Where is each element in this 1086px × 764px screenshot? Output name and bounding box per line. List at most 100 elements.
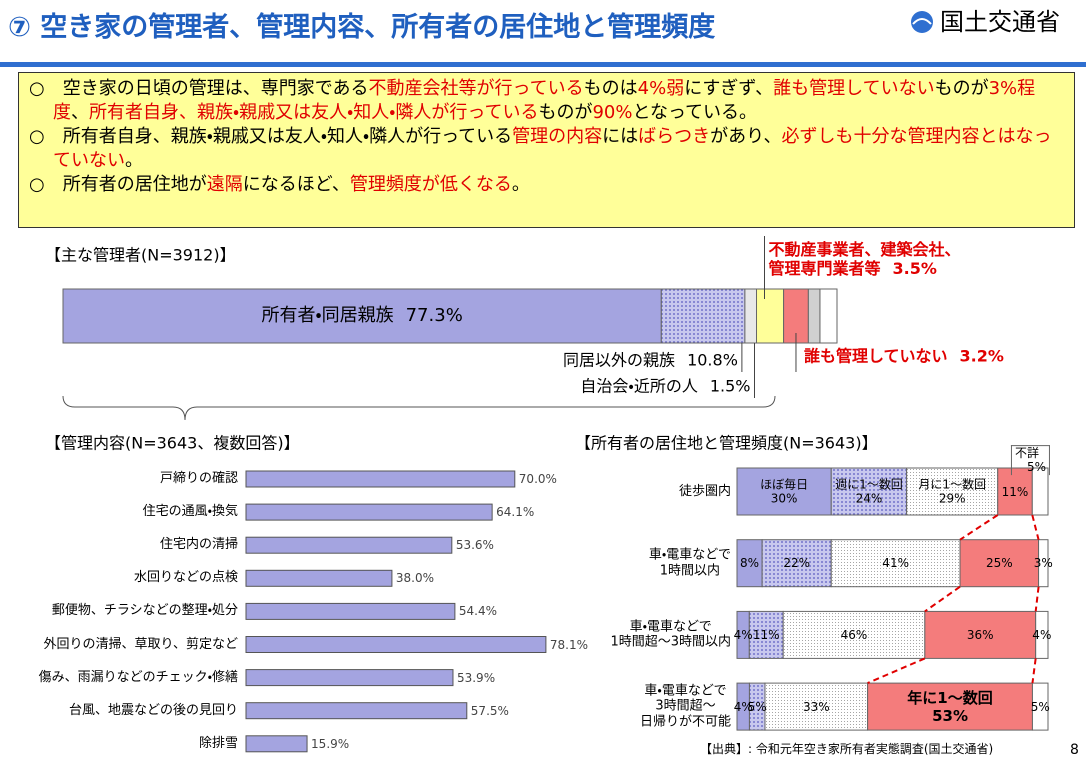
category-label: 誰も管理していない	[803, 346, 948, 366]
connector	[1034, 586, 1040, 612]
category-label: 傷み、雨漏りなどのチェック・修繕	[38, 669, 238, 685]
legend-label: ほぼ毎日	[760, 477, 809, 492]
value-label: 10.8%	[687, 350, 738, 370]
legend-label: 月に1～数回	[918, 477, 986, 492]
bar-label: 同居以外の親族 10.8%	[563, 350, 742, 369]
summary-text: があり、	[710, 126, 782, 147]
value-label: 11%	[1001, 484, 1029, 499]
bar-segment	[736, 539, 763, 588]
category-label: 自治会・近所の人	[580, 376, 698, 396]
summary-text: 管理の内容	[512, 126, 603, 147]
value-label: 57.5%	[470, 703, 509, 718]
bar-segment	[819, 288, 838, 344]
bar-segment	[761, 539, 832, 588]
connector	[959, 514, 999, 541]
category-label: 外回りの清掃、草取り、剪定など	[43, 636, 238, 652]
summary-text: 所有者自身、親族・親戚又は友人・知人・隣人が行っている	[89, 102, 539, 123]
summary-text: 。	[125, 150, 143, 171]
connector	[867, 657, 926, 685]
category-label: 車・電車などで 1時間以内	[648, 547, 731, 579]
legend-label: 不詳	[1014, 446, 1039, 461]
value-label: 5%	[747, 699, 767, 714]
category-label: 車・電車などで 3時間超～ 日帰りが不可能	[639, 683, 731, 730]
value-label: 5%	[1030, 699, 1050, 714]
summary-text: となっている。	[632, 102, 758, 123]
brace	[62, 395, 776, 421]
category-label: 同居以外の親族	[563, 350, 676, 370]
value-label: 46%	[840, 627, 868, 642]
summary-text: 管理頻度が低くなる	[349, 174, 512, 195]
value-label: 33%	[802, 699, 830, 714]
value-label: 3%	[1033, 555, 1053, 570]
segment-label: 年に1～数回 53%	[907, 689, 992, 725]
value-label: 8%	[740, 555, 760, 570]
category-label: 所有者・同居親族	[261, 305, 394, 327]
connector	[1031, 514, 1040, 540]
value-label: 24%	[855, 491, 883, 506]
bar-segment	[830, 539, 961, 588]
bar-segment	[830, 467, 908, 516]
bar-segment	[660, 288, 746, 344]
summary-text: 3%程度	[53, 78, 1036, 123]
value-label: 30%	[770, 491, 798, 506]
value-label: 1.5%	[709, 376, 751, 396]
bar-segment	[62, 288, 662, 344]
page-title: ⑦ 空き家の管理者、管理内容、所有者の居住地と管理頻度	[8, 12, 716, 43]
summary-text: ○ 空き家の日頃の管理は、専門家である	[29, 78, 369, 99]
value-label: 64.1%	[496, 504, 535, 519]
bar-segment	[1038, 539, 1049, 588]
summary-text: 90%	[592, 102, 633, 123]
summary-text: 不動産会社等が行っている	[368, 78, 584, 99]
header-rule	[0, 62, 1086, 67]
category-label: 台風、地震などの後の見回り	[68, 702, 238, 718]
bar-segment	[1035, 610, 1049, 659]
summary-box: ○ 空き家の日頃の管理は、専門家である不動産会社等が行っているものは4%弱にすぎ…	[18, 72, 1075, 228]
bar-segment	[744, 288, 758, 344]
legend-label: 週に1～数回	[835, 477, 903, 492]
summary-text: 誰も管理していない	[773, 78, 935, 99]
segment-label: 月に1～数回 29%	[918, 477, 986, 506]
summary-text: 4%弱	[637, 78, 685, 99]
summary-text: ○ 所有者の居住地が	[29, 174, 207, 195]
category-label: 車・電車などで 1時間超～3時間以内	[610, 619, 731, 650]
segment-label: 不詳5%	[1010, 445, 1050, 475]
bar-segment	[736, 467, 832, 516]
bar-segment	[867, 682, 1033, 731]
bar	[245, 536, 453, 554]
value-label: 11%	[752, 627, 780, 642]
summary-bullet: ○ 所有者自身、親族・親戚又は友人・知人・隣人が行っている管理の内容にはばらつき…	[29, 125, 1064, 173]
bar-segment	[764, 682, 869, 731]
value-label: 53.6%	[455, 537, 494, 552]
summary-text: 必ずしも十分な管理内容とはなっていない	[53, 126, 1052, 171]
value-label: 77.3%	[405, 305, 463, 327]
bar-label: 自治会・近所の人 1.5%	[580, 376, 754, 395]
bar-label: 誰も管理していない 3.2%	[804, 346, 1004, 365]
bar	[245, 636, 547, 653]
value-label: 5%	[1026, 460, 1046, 475]
legend-label: 年に1～数回	[907, 688, 993, 707]
summary-text: になるほど、	[242, 174, 350, 195]
connector	[924, 585, 961, 613]
summary-text: ものが	[538, 102, 593, 123]
logo-mark-wave	[912, 18, 932, 25]
value-label: 3.2%	[959, 346, 1004, 366]
value-label: 36%	[966, 627, 994, 642]
category-label: 水回りなどの点検	[133, 570, 238, 586]
value-label: 15.9%	[311, 736, 350, 751]
value-label: 22%	[783, 555, 811, 570]
summary-bullet: ○ 所有者の居住地が遠隔になるほど、管理頻度が低くなる。	[29, 173, 1064, 197]
value-label: 38.0%	[395, 571, 435, 586]
chart-title: 【管理内容(N=3643、複数回答)】	[45, 433, 300, 453]
bar	[245, 669, 454, 687]
bar-segment	[924, 610, 1037, 659]
value-label: 4%	[733, 627, 753, 642]
category-label: 住宅の通風・換気	[142, 504, 238, 520]
value-label: 53%	[932, 706, 968, 725]
bar-segment	[1031, 467, 1049, 516]
bar-segment	[756, 288, 785, 344]
category-label: 徒歩圏内	[678, 483, 731, 499]
summary-text: 遠隔	[206, 174, 243, 195]
chart-title: 【所有者の居住地と管理頻度(N=3643)】	[575, 433, 878, 453]
summary-text: ○ 所有者自身、親族・親戚又は友人・知人・隣人が行っている	[29, 126, 513, 147]
